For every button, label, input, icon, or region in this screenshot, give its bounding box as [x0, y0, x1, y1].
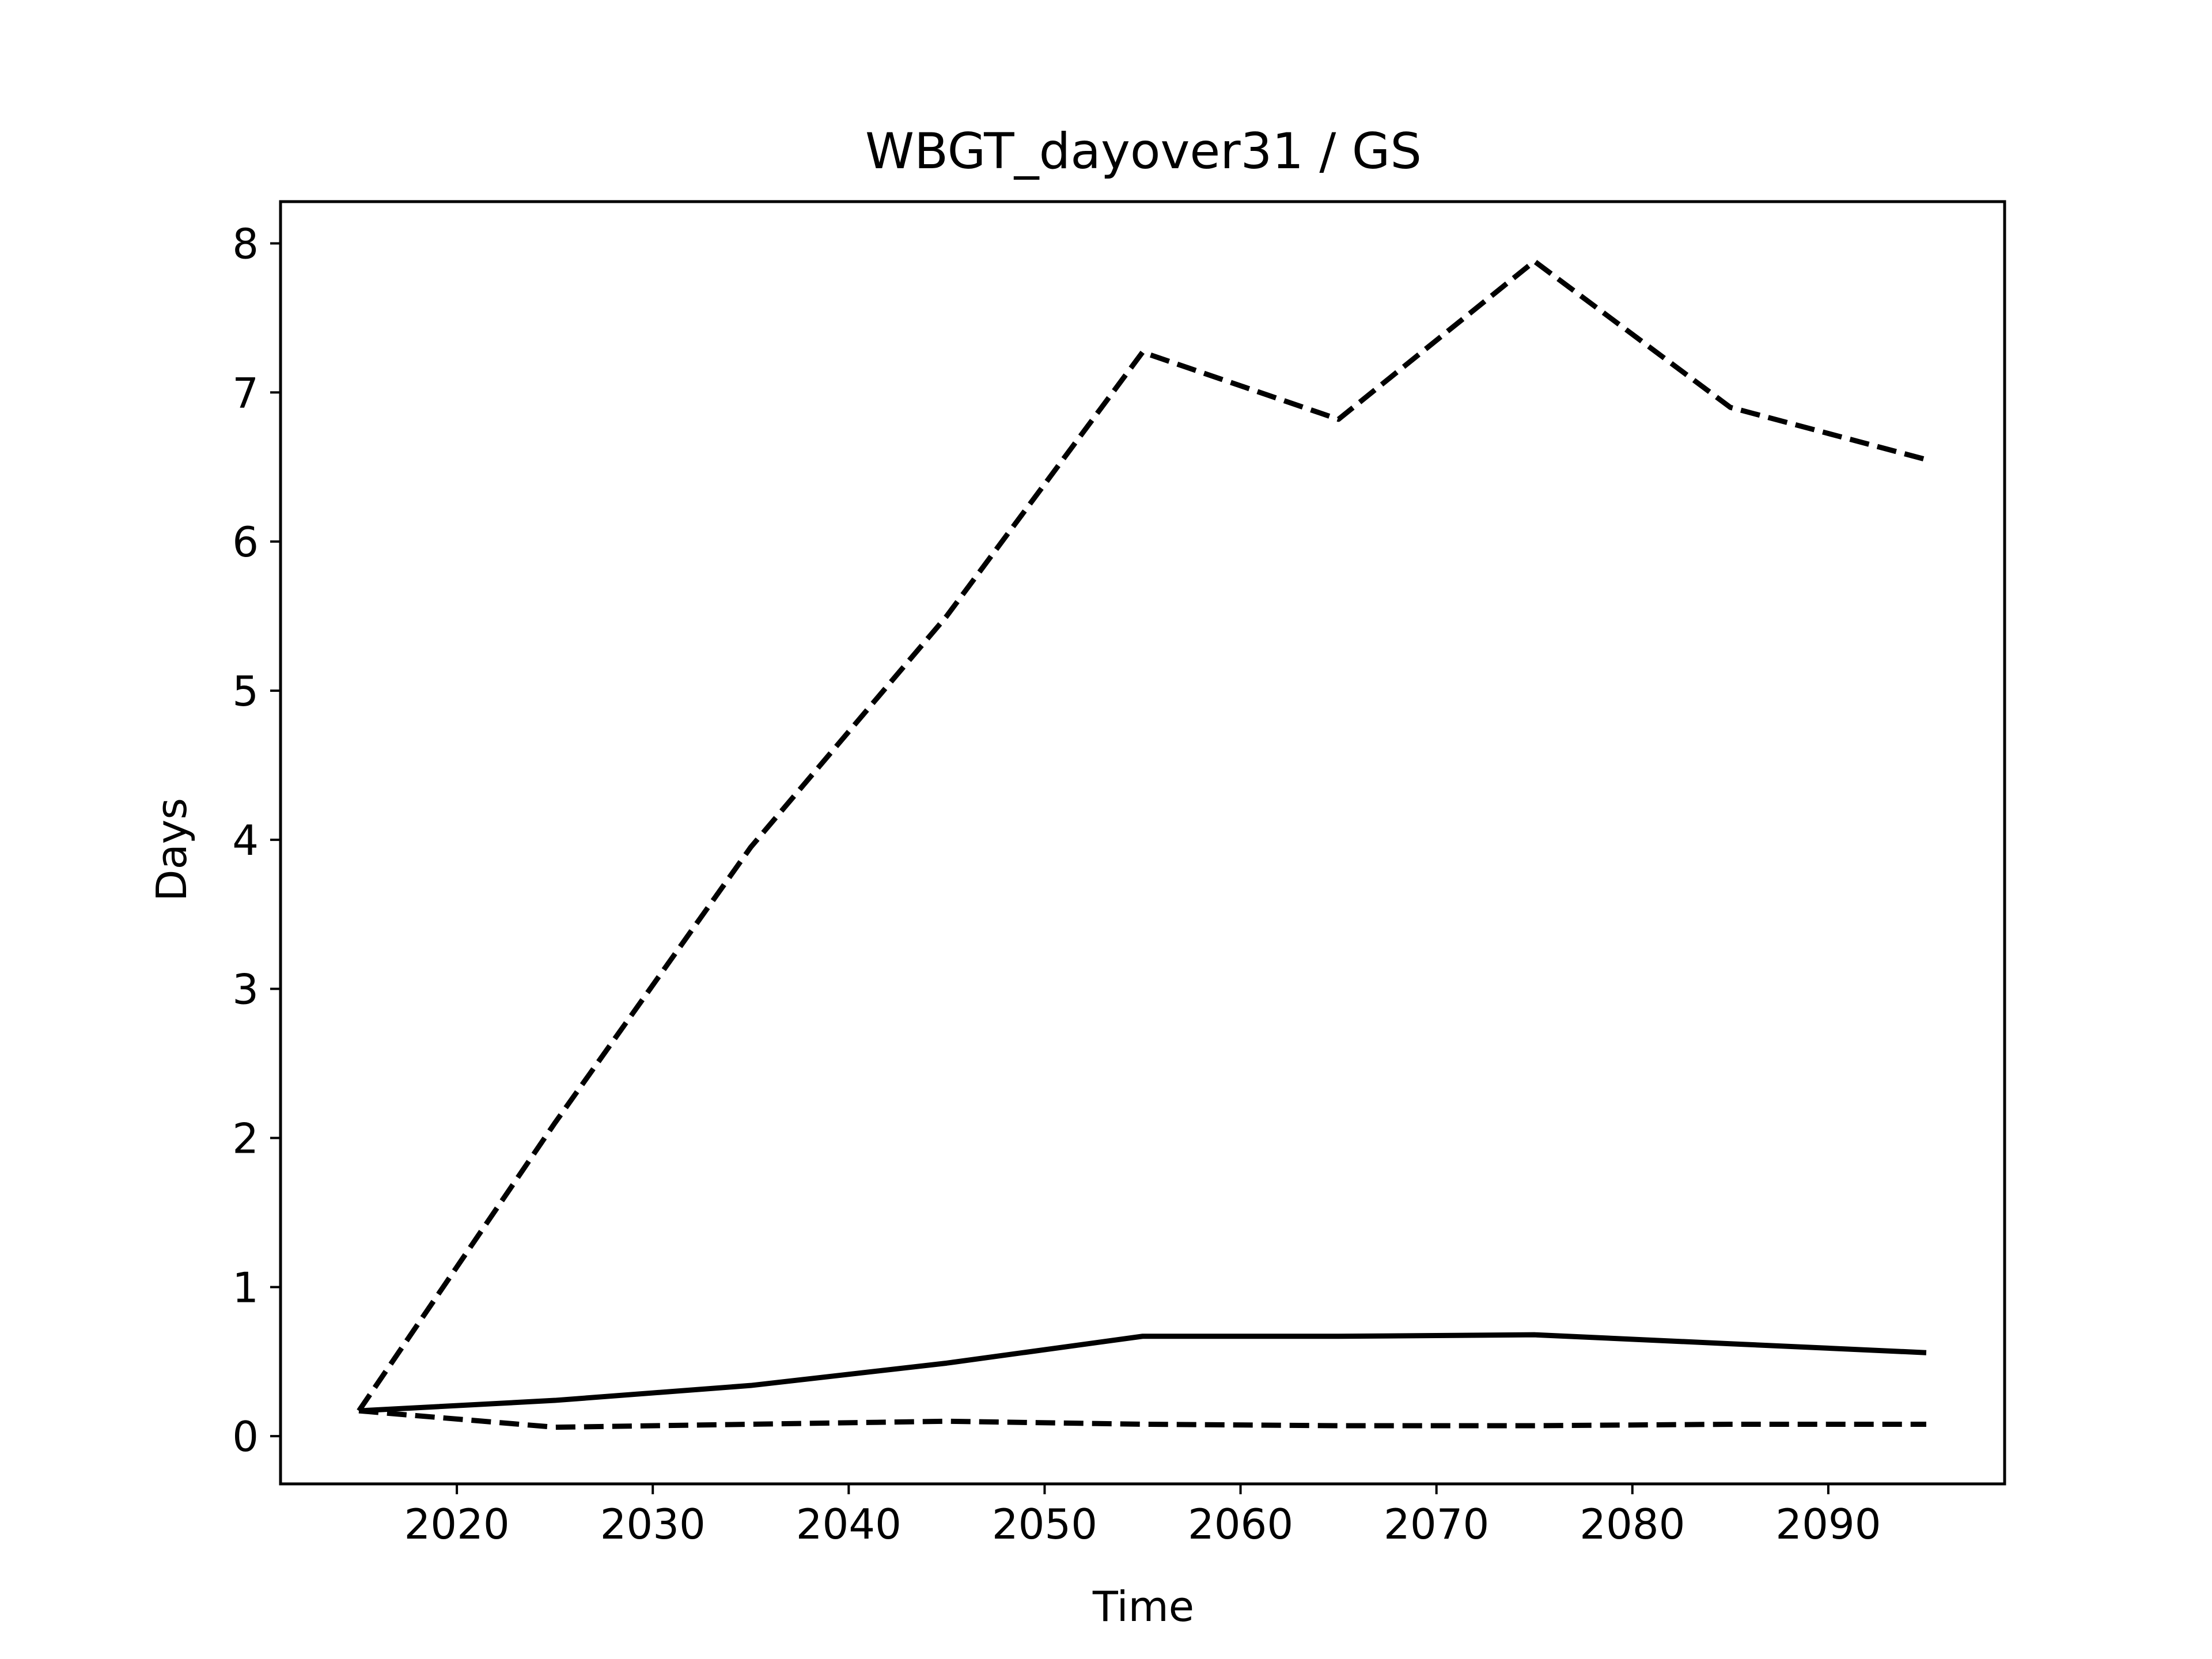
series-line-1-solid — [358, 1332, 1927, 1414]
y-tick-label: 5 — [232, 667, 259, 715]
y-axis-label: Days — [147, 798, 196, 902]
y-axis: 0 1 2 3 4 5 6 7 8 — [232, 219, 281, 1461]
x-tick-label: 2080 — [1580, 1500, 1685, 1548]
x-tick-label: 2030 — [600, 1500, 706, 1548]
y-tick-label: 6 — [232, 518, 259, 566]
series-line-3-dashed — [358, 1408, 1926, 1430]
y-tick-label: 7 — [232, 369, 259, 417]
x-tick-label: 2040 — [796, 1500, 902, 1548]
y-tick-label: 4 — [232, 816, 259, 865]
y-tick-label: 2 — [232, 1114, 259, 1162]
x-tick-label: 2050 — [992, 1500, 1097, 1548]
x-tick-label: 2070 — [1384, 1500, 1489, 1548]
series-line-2-dashed — [357, 259, 1927, 1412]
x-tick-label: 2020 — [404, 1500, 509, 1548]
y-tick-label: 0 — [232, 1412, 259, 1461]
x-tick-label: 2060 — [1188, 1500, 1293, 1548]
plot-area — [357, 259, 1927, 1430]
y-tick-label: 8 — [232, 219, 259, 268]
x-axis: 2020 2030 2040 2050 2060 2070 2080 2090 — [404, 1484, 1881, 1548]
plot-frame — [279, 200, 2006, 1486]
chart-title: WBGT_dayover31 / GS — [865, 123, 1422, 180]
x-axis-label: Time — [1092, 1582, 1194, 1631]
y-tick-label: 1 — [232, 1263, 259, 1312]
y-tick-label: 3 — [232, 965, 259, 1014]
x-tick-label: 2090 — [1775, 1500, 1881, 1548]
